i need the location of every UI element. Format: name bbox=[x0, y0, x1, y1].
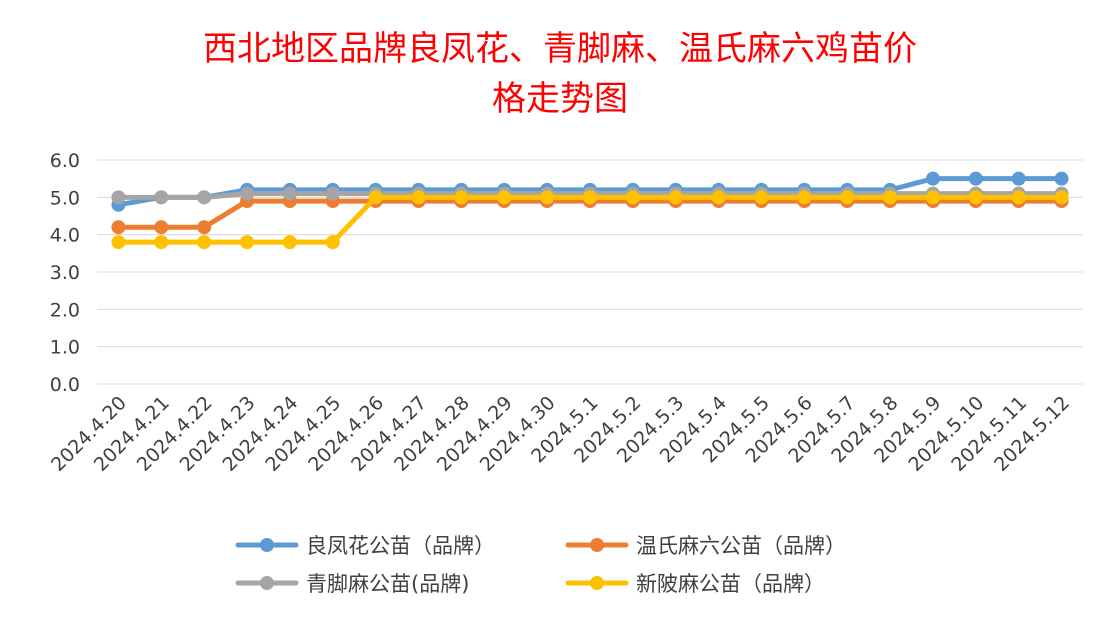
series-lines bbox=[111, 171, 1069, 250]
y-tick-label: 2.0 bbox=[50, 299, 80, 321]
data-point bbox=[840, 190, 855, 205]
legend-swatch-marker bbox=[260, 576, 274, 590]
data-point bbox=[111, 190, 126, 205]
data-point bbox=[325, 235, 340, 250]
data-point bbox=[1054, 171, 1069, 186]
data-point bbox=[925, 190, 940, 205]
y-tick-label: 3.0 bbox=[50, 262, 80, 284]
data-point bbox=[154, 235, 169, 250]
data-point bbox=[925, 171, 940, 186]
data-point bbox=[282, 235, 297, 250]
legend-item: 青脚麻公苗(品牌) bbox=[235, 572, 469, 596]
legend-label: 良凤花公苗（品牌） bbox=[306, 534, 495, 558]
data-point bbox=[497, 190, 512, 205]
y-tick-label: 5.0 bbox=[50, 187, 80, 209]
data-point bbox=[797, 190, 812, 205]
data-point bbox=[668, 190, 683, 205]
data-point bbox=[197, 220, 212, 235]
legend-label: 新陂麻公苗（品牌） bbox=[636, 572, 825, 596]
y-tick-label: 4.0 bbox=[50, 225, 80, 247]
data-point bbox=[240, 235, 255, 250]
legend-label: 青脚麻公苗(品牌) bbox=[306, 572, 469, 596]
data-point bbox=[711, 190, 726, 205]
legend-swatch-marker bbox=[590, 538, 604, 552]
legend-label: 温氏麻六公苗（品牌） bbox=[636, 534, 846, 558]
legend: 良凤花公苗（品牌） 温氏麻六公苗（品牌） 青脚麻公苗(品牌) 新陂麻公苗（品牌） bbox=[235, 534, 846, 596]
data-point bbox=[111, 220, 126, 235]
series-3 bbox=[111, 190, 1069, 250]
data-point bbox=[883, 190, 898, 205]
legend-swatch-marker bbox=[590, 576, 604, 590]
data-point bbox=[1011, 171, 1026, 186]
y-axis-ticks: 0.0 1.0 2.0 3.0 4.0 5.0 6.0 bbox=[50, 150, 80, 396]
data-point bbox=[325, 186, 340, 201]
y-tick-label: 1.0 bbox=[50, 337, 80, 359]
data-point bbox=[197, 190, 212, 205]
y-tick-label: 6.0 bbox=[50, 150, 80, 172]
data-point bbox=[1011, 190, 1026, 205]
legend-item: 新陂麻公苗（品牌） bbox=[565, 572, 825, 596]
data-point bbox=[625, 190, 640, 205]
data-point bbox=[454, 190, 469, 205]
data-point bbox=[282, 186, 297, 201]
data-point bbox=[583, 190, 597, 205]
data-point bbox=[154, 220, 169, 235]
data-point bbox=[1054, 190, 1069, 205]
chart-title-line-1: 西北地区品牌良凤花、青脚麻、温氏麻六鸡苗价 bbox=[203, 29, 917, 69]
data-point bbox=[540, 190, 555, 205]
data-point bbox=[754, 190, 769, 205]
data-point bbox=[411, 190, 426, 205]
chart-title-line-2: 格走势图 bbox=[492, 79, 628, 119]
data-point bbox=[111, 235, 126, 250]
data-point bbox=[968, 190, 983, 205]
y-tick-label: 0.0 bbox=[50, 374, 80, 396]
legend-swatch-marker bbox=[260, 538, 274, 552]
data-point bbox=[197, 235, 212, 250]
legend-item: 温氏麻六公苗（品牌） bbox=[565, 534, 846, 558]
data-point bbox=[368, 190, 383, 205]
legend-item: 良凤花公苗（品牌） bbox=[235, 534, 495, 558]
data-point bbox=[240, 186, 255, 201]
data-point bbox=[968, 171, 983, 186]
data-point bbox=[154, 190, 169, 205]
